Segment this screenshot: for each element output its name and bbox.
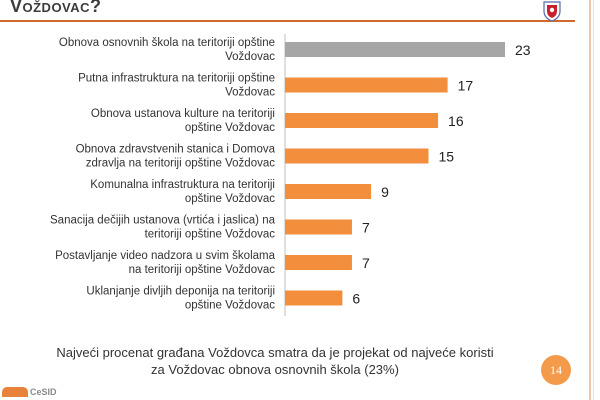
data-label: 16 — [448, 113, 464, 129]
category-label: Uklanjanje divljih deponija na teritorij… — [86, 286, 275, 312]
category-label: Komunalna infrastruktura na teritoriji op… — [90, 179, 275, 205]
page-number-badge: 14 — [541, 355, 571, 385]
category-label: Sanacija dečijih ustanova (vrtića i jasl… — [50, 215, 276, 241]
data-label: 7 — [362, 220, 370, 236]
right-border-inner — [593, 0, 594, 400]
right-border — [589, 0, 591, 400]
category-label: Obnova ustanova kulture na teritoriji opš… — [91, 108, 275, 134]
bar — [285, 219, 352, 235]
crest-logo-icon — [543, 1, 561, 22]
bar — [285, 290, 343, 306]
category-label: Obnova zdravstvenih stanica i Domova zdra… — [76, 144, 276, 170]
category-label: Obnova osnovnih škola na teritoriji opšt… — [59, 37, 275, 63]
category-label: Postavljanje video nadzora u svim školam… — [55, 250, 275, 276]
category-label: Putna infrastruktura na teritoriji opšti… — [78, 73, 275, 99]
footer-logo-mark-icon — [2, 387, 28, 397]
data-label: 15 — [438, 149, 454, 165]
title-rule — [0, 20, 575, 22]
bar — [285, 255, 352, 270]
caption-line-1: Najveći procenat građana Voždovca smatra… — [56, 345, 494, 360]
chart-caption: Najveći procenat građana Voždovca smatra… — [20, 344, 530, 378]
data-label: 7 — [362, 255, 370, 271]
data-label: 23 — [515, 42, 531, 58]
data-label: 6 — [352, 291, 360, 307]
bar-chart: 23 Obnova osnovnih škola na teritoriji op… — [50, 34, 531, 316]
bar — [285, 113, 439, 128]
bar — [285, 184, 372, 199]
bar — [285, 42, 505, 57]
data-label: 9 — [381, 184, 389, 200]
slide-title: Voždovac? — [10, 0, 102, 16]
bar — [285, 148, 429, 164]
caption-line-2: za Voždovac obnova osnovnih škola (23%) — [151, 362, 399, 377]
data-label: 17 — [458, 78, 474, 94]
footer-logo: CeSID — [2, 384, 57, 400]
footer-logo-text: CeSID — [30, 387, 57, 397]
bar — [285, 77, 448, 93]
